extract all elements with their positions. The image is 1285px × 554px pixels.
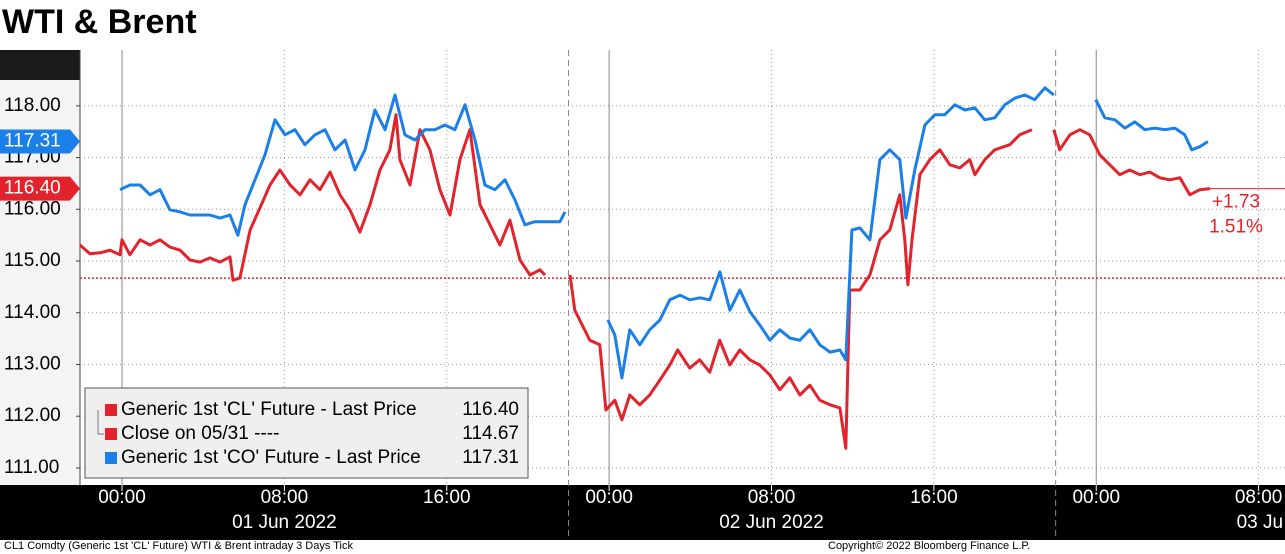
y-tick-label: 115.00: [4, 250, 61, 271]
x-tick-label: 08:00: [1235, 487, 1283, 508]
x-tick-label: 00:00: [1072, 487, 1120, 508]
last-value-label: 117.31: [4, 131, 61, 152]
date-label: 03 Ju: [1237, 512, 1283, 533]
legend-swatch: [105, 452, 117, 464]
legend-bracket: [97, 410, 104, 435]
x-tick-label: 08:00: [261, 487, 309, 508]
y-tick-label: 113.00: [4, 353, 61, 374]
change-annotation: +1.73: [1212, 192, 1260, 213]
legend-value: 117.31: [462, 447, 519, 468]
legend-value: 114.67: [462, 423, 519, 444]
date-label: 02 Jun 2022: [719, 512, 824, 533]
footnote: CL1 Comdty (Generic 1st 'CL' Future) WTI…: [4, 540, 353, 552]
x-tick-label: 08:00: [748, 487, 796, 508]
date-label: 01 Jun 2022: [232, 512, 337, 533]
legend-swatch: [105, 428, 117, 440]
x-axis-panel: [0, 485, 1285, 540]
legend-label: Close on 05/31 ----: [121, 423, 279, 444]
y-axis-top-band: [0, 50, 80, 80]
legend-value: 116.40: [462, 399, 519, 420]
x-tick-label: 16:00: [423, 487, 471, 508]
change-annotation: 1.51%: [1209, 217, 1263, 238]
source: Copyright© 2022 Bloomberg Finance L.P.: [828, 540, 1030, 552]
y-tick-label: 114.00: [4, 302, 61, 323]
series-line: [119, 86, 1209, 380]
last-value-box: [0, 176, 80, 201]
y-tick-label: 116.00: [4, 198, 61, 219]
chart-title: WTI & Brent: [2, 3, 197, 41]
last-value-box: [0, 129, 80, 154]
legend-label: Generic 1st 'CO' Future - Last Price: [121, 447, 421, 468]
x-tick-label: 00:00: [98, 487, 146, 508]
series-line: [79, 113, 1211, 450]
x-tick-label: 16:00: [910, 487, 958, 508]
legend-swatch: [105, 404, 117, 416]
y-tick-label: 112.00: [4, 405, 61, 426]
y-axis-panel: [0, 50, 80, 485]
legend-box: [84, 387, 529, 479]
legend: Generic 1st 'CL' Future - Last Price 116.…: [84, 387, 529, 479]
x-tick-label: 00:00: [585, 487, 633, 508]
y-tick-label: 111.00: [4, 457, 59, 478]
last-value-label: 116.40: [4, 178, 61, 199]
legend-label: Generic 1st 'CL' Future - Last Price: [121, 399, 417, 420]
y-tick-label: 118.00: [4, 95, 61, 116]
